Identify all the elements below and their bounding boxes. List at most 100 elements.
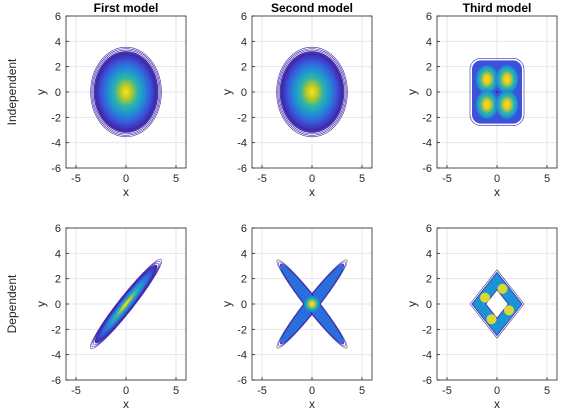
y-axis-label: y	[34, 301, 48, 307]
y-tick-label: -4	[51, 350, 61, 362]
y-tick-label: -2	[237, 324, 247, 336]
y-tick-label: -2	[237, 112, 247, 124]
y-tick-label: 2	[426, 274, 432, 286]
y-tick-label: -6	[51, 163, 61, 175]
x-axis-label: x	[123, 185, 129, 199]
y-tick-label: -6	[422, 375, 432, 387]
peak	[494, 88, 520, 121]
panel-1-1: -5 0 5 -6 -4 -2 0 2 4 6 x y	[220, 223, 373, 411]
y-tick-label: -4	[237, 138, 247, 150]
contour-fill	[94, 265, 158, 343]
peak	[474, 63, 500, 96]
y-tick-label: 4	[241, 36, 247, 48]
x-tick-label: 5	[173, 173, 179, 185]
panel-1-0: -5 0 5 -6 -4 -2 0 2 4 6 x y Dependent	[5, 223, 187, 411]
y-tick-label: 6	[426, 11, 432, 23]
contour-line	[90, 258, 162, 350]
y-tick-label: 6	[55, 223, 61, 235]
y-tick-label: 4	[55, 36, 61, 48]
contour-plot	[276, 259, 348, 349]
x-tick-label: -5	[442, 173, 452, 185]
y-tick-label: -4	[422, 138, 432, 150]
x-tick-label: -5	[442, 385, 452, 397]
center-dot	[495, 90, 499, 94]
y-tick-label: -2	[422, 324, 432, 336]
y-tick-label: -2	[51, 324, 61, 336]
row-title: Independent	[5, 58, 19, 125]
y-tick-label: 2	[241, 274, 247, 286]
y-axis-label: y	[220, 301, 234, 307]
x-tick-label: -5	[257, 173, 267, 185]
y-tick-label: 0	[426, 299, 432, 311]
y-axis-label: y	[405, 301, 419, 307]
contour-line	[91, 48, 161, 136]
contour-line	[277, 48, 347, 136]
contour-line	[90, 46, 162, 138]
x-tick-label: 0	[494, 385, 500, 397]
y-tick-label: -4	[237, 350, 247, 362]
y-tick-label: -6	[422, 163, 432, 175]
x-tick-label: 0	[494, 173, 500, 185]
contour-fill	[94, 51, 158, 133]
peak	[474, 88, 500, 121]
contour-line	[91, 260, 161, 348]
panel-1-2: -5 0 5 -6 -4 -2 0 2 4 6 x y	[405, 223, 558, 411]
y-tick-label: 0	[55, 299, 61, 311]
contour-plot	[90, 258, 162, 350]
y-tick-label: 2	[426, 62, 432, 74]
panel-0-1: -5 0 5 -6 -4 -2 0 2 4 6 x y Second model	[220, 1, 373, 199]
ring-highlight	[486, 314, 497, 325]
contour-line	[278, 49, 346, 135]
y-tick-label: -2	[51, 112, 61, 124]
contour-line	[469, 58, 525, 126]
x-axis-label: x	[123, 397, 129, 411]
ring-highlight	[504, 305, 514, 316]
y-tick-label: -6	[237, 375, 247, 387]
y-axis-label: y	[220, 89, 234, 95]
x-axis-label: x	[494, 185, 500, 199]
x-tick-label: 5	[359, 173, 365, 185]
y-axis-label: y	[34, 89, 48, 95]
y-tick-label: 0	[55, 87, 61, 99]
contour-line	[276, 46, 348, 138]
contour-line	[279, 51, 345, 133]
y-tick-label: 4	[426, 36, 432, 48]
x-tick-label: 5	[544, 173, 550, 185]
y-tick-label: 6	[55, 11, 61, 23]
x-tick-label: -5	[257, 385, 267, 397]
column-title: Third model	[463, 1, 532, 15]
x-axis-label: x	[309, 185, 315, 199]
peak	[494, 63, 520, 96]
contour-plot	[90, 46, 162, 138]
contour-line	[92, 49, 160, 135]
x-tick-label: -5	[71, 173, 81, 185]
y-tick-label: 2	[241, 62, 247, 74]
x-tick-label: 0	[123, 173, 129, 185]
y-tick-label: 4	[55, 248, 61, 260]
y-tick-label: 6	[241, 11, 247, 23]
y-tick-label: -6	[237, 163, 247, 175]
ring-highlight	[497, 283, 508, 294]
x-tick-label: 5	[173, 385, 179, 397]
contour-plot	[469, 269, 525, 339]
contour-plot	[276, 46, 348, 138]
y-tick-label: -4	[422, 350, 432, 362]
y-tick-label: -2	[422, 112, 432, 124]
x-tick-label: 0	[123, 385, 129, 397]
contour-line	[469, 269, 525, 339]
x-tick-label: 5	[544, 385, 550, 397]
x-tick-label: 5	[359, 385, 365, 397]
y-tick-label: 2	[55, 274, 61, 286]
y-tick-label: 4	[241, 248, 247, 260]
y-tick-label: 0	[241, 87, 247, 99]
contour-line	[93, 51, 159, 133]
x-axis-label: x	[494, 397, 500, 411]
y-tick-label: 2	[55, 62, 61, 74]
y-tick-label: -6	[51, 375, 61, 387]
x-axis-label: x	[309, 397, 315, 411]
y-tick-label: 0	[241, 299, 247, 311]
contour-line	[94, 264, 158, 344]
contour-fill	[280, 51, 344, 133]
